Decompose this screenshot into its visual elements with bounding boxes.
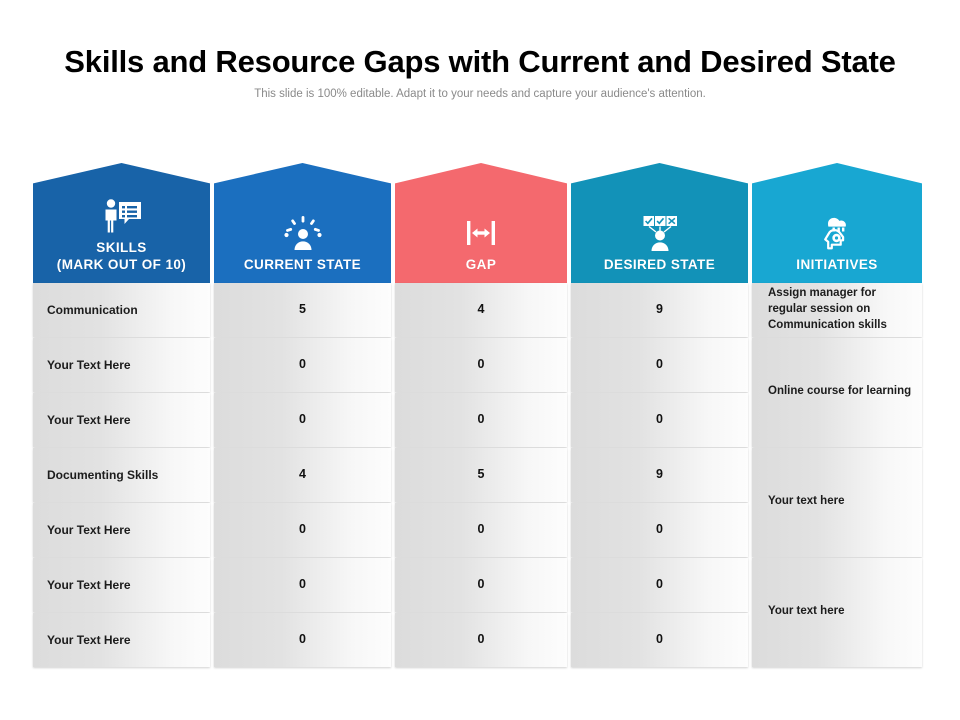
cell-text: 0 — [477, 412, 485, 427]
initiative-cell[interactable]: Assign manager for regular session on Co… — [752, 283, 922, 337]
table-cell-gap[interactable]: 0 — [395, 558, 567, 612]
gap-arrows-icon — [458, 213, 504, 253]
pentagon-shape — [395, 163, 567, 283]
cell-text: 0 — [477, 577, 485, 592]
table-cell-desired[interactable]: 0 — [571, 393, 748, 447]
initiative-cell[interactable]: Your text here — [752, 448, 922, 557]
cell-text: 5 — [477, 467, 485, 482]
cell-text: Communication — [47, 302, 138, 317]
header-label-line1: SKILLS — [96, 240, 147, 256]
cell-text: 5 — [299, 302, 306, 317]
table-row[interactable]: Your Text Here — [33, 613, 210, 667]
initiative-text: Your text here — [768, 605, 845, 618]
table-row[interactable]: Your Text Here — [33, 558, 210, 612]
table-cell-gap[interactable]: 4 — [395, 283, 567, 337]
table-column-gap: 4 0 0 5 0 0 0 — [395, 283, 567, 667]
cell-text: 0 — [299, 632, 306, 647]
table-cell-gap[interactable]: 0 — [395, 393, 567, 447]
cell-text: 4 — [477, 302, 485, 317]
table-cell-current[interactable]: 0 — [214, 338, 391, 392]
cell-text: 0 — [656, 357, 663, 372]
initiative-cell[interactable]: Your text here — [752, 558, 922, 667]
cell-text: Your Text Here — [47, 522, 131, 537]
table-cell-gap[interactable]: 5 — [395, 448, 567, 502]
table-cell-gap[interactable]: 0 — [395, 338, 567, 392]
cell-text: Your Text Here — [47, 632, 131, 647]
table-cell-desired[interactable]: 0 — [571, 503, 748, 557]
table-body: Communication Your Text Here Your Text Her… — [33, 283, 922, 667]
table-cell-desired[interactable]: 9 — [571, 448, 748, 502]
table-column-initiatives: Assign manager for regular session on Co… — [752, 283, 922, 667]
pentagon-shape — [214, 163, 391, 283]
person-idea-burst-icon — [280, 213, 326, 253]
table-row[interactable]: Your Text Here — [33, 503, 210, 557]
table-cell-desired[interactable]: 0 — [571, 613, 748, 667]
table-cell-current[interactable]: 4 — [214, 448, 391, 502]
cell-text: 0 — [299, 522, 306, 537]
page-title: Skills and Resource Gaps with Current an… — [64, 44, 896, 79]
column-header-label: DESIRED STATE — [604, 257, 715, 274]
header-label-line1: INITIATIVES — [796, 257, 878, 273]
table-cell-current[interactable]: 5 — [214, 283, 391, 337]
table-row[interactable]: Documenting Skills — [33, 448, 210, 502]
cell-text: 0 — [477, 522, 485, 537]
cell-text: 0 — [656, 577, 663, 592]
table-cell-gap[interactable]: 0 — [395, 613, 567, 667]
column-header-initiatives[interactable]: INITIATIVES — [752, 163, 922, 283]
column-header-label: INITIATIVES — [796, 257, 877, 274]
cell-text: 9 — [656, 467, 663, 482]
column-header-desired-state[interactable]: DESIRED STATE — [571, 163, 748, 283]
table-row[interactable]: Communication — [33, 283, 210, 337]
cell-text: Documenting Skills — [47, 467, 159, 482]
column-header-skills[interactable]: SKILLS (MARK OUT OF 10) — [33, 163, 210, 283]
cell-text: 0 — [477, 357, 485, 372]
column-header-label: CURRENT STATE — [244, 257, 361, 274]
table-cell-desired[interactable]: 0 — [571, 558, 748, 612]
table-cell-current[interactable]: 0 — [214, 503, 391, 557]
cell-text: 0 — [656, 522, 663, 537]
initiative-text: Your text here — [768, 495, 845, 508]
page-subtitle: This slide is 100% editable. Adapt it to… — [254, 88, 706, 100]
initiative-text: Online course for learning — [768, 385, 912, 398]
table-column-desired: 9 0 0 9 0 0 0 — [571, 283, 748, 667]
column-header-gap[interactable]: GAP — [395, 163, 567, 283]
initiative-text: Assign manager for regular session on Co… — [768, 287, 887, 331]
pentagon-shape — [33, 163, 210, 283]
table-cell-gap[interactable]: 0 — [395, 503, 567, 557]
table-header-row: SKILLS (MARK OUT OF 10) — [33, 163, 922, 283]
person-presenting-list-icon — [99, 196, 145, 236]
header-label-line2: (MARK OUT OF 10) — [56, 257, 187, 273]
cell-text: 9 — [656, 302, 663, 317]
column-header-label: SKILLS (MARK OUT OF 10) — [57, 240, 186, 274]
cell-text: Your Text Here — [47, 412, 131, 427]
cell-text: Your Text Here — [47, 357, 131, 372]
cell-text: 0 — [656, 412, 663, 427]
table-row[interactable]: Your Text Here — [33, 393, 210, 447]
cell-text: 4 — [299, 467, 306, 482]
header-label-line1: DESIRED STATE — [603, 257, 716, 273]
cell-text: 0 — [477, 632, 485, 647]
cell-text: 0 — [656, 632, 663, 647]
header-label-line1: GAP — [465, 257, 497, 273]
table-column-current: 5 0 0 4 0 0 0 — [214, 283, 391, 667]
column-header-current-state[interactable]: CURRENT STATE — [214, 163, 391, 283]
table-cell-desired[interactable]: 9 — [571, 283, 748, 337]
table-cell-current[interactable]: 0 — [214, 613, 391, 667]
header-label-line1: CURRENT STATE — [243, 257, 362, 273]
column-header-label: GAP — [466, 257, 496, 274]
cell-text: 0 — [299, 412, 306, 427]
table-row[interactable]: Your Text Here — [33, 338, 210, 392]
cell-text: 0 — [299, 577, 306, 592]
table-cell-desired[interactable]: 0 — [571, 338, 748, 392]
table-column-skill: Communication Your Text Here Your Text Her… — [33, 283, 210, 667]
head-cloud-gear-icon — [814, 213, 860, 253]
cell-text: 0 — [299, 357, 306, 372]
table-cell-current[interactable]: 0 — [214, 558, 391, 612]
skills-gap-table: SKILLS (MARK OUT OF 10) — [33, 163, 922, 667]
person-checklist-icon — [637, 213, 683, 253]
initiative-cell[interactable]: Online course for learning — [752, 338, 922, 447]
cell-text: Your Text Here — [47, 577, 131, 592]
table-cell-current[interactable]: 0 — [214, 393, 391, 447]
